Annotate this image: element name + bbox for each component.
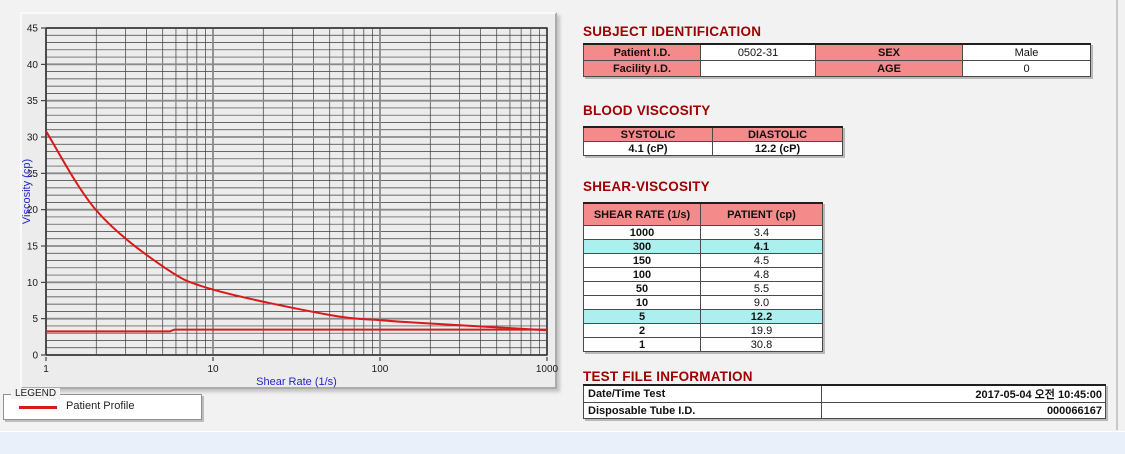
patient-viscosity-cell: 4.1 [700, 239, 823, 254]
shear-rate-cell: 1000 [583, 225, 701, 240]
systolic-header: SYSTOLIC [583, 126, 713, 142]
facility-id-label: Facility I.D. [583, 60, 701, 77]
svg-text:25: 25 [27, 169, 39, 180]
svg-text:0: 0 [32, 351, 38, 362]
svg-text:5: 5 [32, 314, 38, 325]
table-row: 4.1 (cP) 12.2 (cP) [583, 141, 843, 156]
table-row: 150 4.5 [583, 253, 823, 268]
shear-rate-cell: 2 [583, 323, 701, 338]
patient-viscosity-cell: 4.8 [700, 267, 823, 282]
shear-rate-header: SHEAR RATE (1/s) [583, 202, 701, 226]
svg-text:Viscosity (cp): Viscosity (cp) [21, 159, 33, 224]
patient-cp-header: PATIENT (cp) [700, 202, 823, 226]
table-row: 2 19.9 [583, 323, 823, 338]
shear-rate-cell: 300 [583, 239, 701, 254]
date-time-test-value: 2017-05-04 오전 10:45:00 [821, 384, 1106, 403]
sex-label: SEX [815, 43, 963, 61]
table-row: 1 30.8 [583, 337, 823, 352]
sex-value: Male [962, 43, 1091, 61]
date-time-test-label: Date/Time Test [583, 384, 822, 403]
table-row: 5 12.2 [583, 309, 823, 324]
legend-entry-label: Patient Profile [66, 400, 135, 412]
patient-viscosity-cell: 19.9 [700, 323, 823, 338]
svg-text:10: 10 [27, 278, 39, 289]
svg-text:10: 10 [207, 364, 219, 375]
table-header-row: SHEAR RATE (1/s) PATIENT (cp) [583, 202, 823, 226]
test-file-information-table: Date/Time Test 2017-05-04 오전 10:45:00 Di… [583, 384, 1106, 419]
patient-viscosity-cell: 12.2 [700, 309, 823, 324]
legend-title: LEGEND [11, 388, 61, 399]
test-file-information-title: TEST FILE INFORMATION [583, 369, 753, 384]
svg-text:Shear Rate (1/s): Shear Rate (1/s) [256, 376, 337, 388]
table-row: Date/Time Test 2017-05-04 오전 10:45:00 [583, 384, 1106, 403]
legend-line-sample [19, 406, 57, 409]
svg-text:1000: 1000 [536, 364, 559, 375]
svg-text:35: 35 [27, 96, 39, 107]
shear-rate-cell: 10 [583, 295, 701, 310]
svg-text:1: 1 [43, 364, 49, 375]
blood-viscosity-title: BLOOD VISCOSITY [583, 103, 711, 118]
systolic-value: 4.1 (cP) [583, 141, 713, 156]
svg-text:100: 100 [372, 364, 389, 375]
subject-identification-title: SUBJECT IDENTIFICATION [583, 24, 762, 39]
panel-divider [1116, 0, 1118, 430]
chart-legend: LEGEND Patient Profile [3, 388, 202, 420]
shear-viscosity-table: SHEAR RATE (1/s) PATIENT (cp) 1000 3.4 3… [583, 202, 823, 352]
shear-rate-cell: 150 [583, 253, 701, 268]
subject-identification-table: Patient I.D. 0502-31 SEX Male Facility I… [583, 43, 1091, 77]
svg-text:15: 15 [27, 242, 39, 253]
table-row: 50 5.5 [583, 281, 823, 296]
table-row: 100 4.8 [583, 267, 823, 282]
table-row: Disposable Tube I.D. 000066167 [583, 402, 1106, 419]
patient-id-value: 0502-31 [700, 43, 816, 61]
patient-id-label: Patient I.D. [583, 43, 701, 61]
table-row: Patient I.D. 0502-31 SEX Male [583, 43, 1091, 61]
viscosity-chart: 0 5 10 15 20 25 30 35 40 45 1 10 100 1000 Shear Rate (… [21, 24, 559, 389]
age-label: AGE [815, 60, 963, 77]
patient-viscosity-cell: 4.5 [700, 253, 823, 268]
table-row: Facility I.D. AGE 0 [583, 60, 1091, 77]
facility-id-value [700, 60, 816, 77]
shear-viscosity-title: SHEAR-VISCOSITY [583, 179, 710, 194]
disposable-tube-id-label: Disposable Tube I.D. [583, 402, 822, 419]
shear-rate-cell: 5 [583, 309, 701, 324]
age-value: 0 [962, 60, 1091, 77]
diastolic-value: 12.2 (cP) [712, 141, 843, 156]
shear-rate-cell: 100 [583, 267, 701, 282]
shear-rate-cell: 50 [583, 281, 701, 296]
svg-text:45: 45 [27, 24, 39, 35]
table-row: 1000 3.4 [583, 225, 823, 240]
table-row: 300 4.1 [583, 239, 823, 254]
shear-rate-cell: 1 [583, 337, 701, 352]
bottom-strip [0, 431, 1125, 454]
blood-viscosity-table: SYSTOLIC DIASTOLIC 4.1 (cP) 12.2 (cP) [583, 126, 843, 156]
svg-text:30: 30 [27, 133, 39, 144]
table-row: 10 9.0 [583, 295, 823, 310]
svg-text:20: 20 [27, 205, 39, 216]
svg-text:40: 40 [27, 60, 39, 71]
patient-viscosity-cell: 5.5 [700, 281, 823, 296]
patient-viscosity-cell: 3.4 [700, 225, 823, 240]
patient-viscosity-cell: 9.0 [700, 295, 823, 310]
disposable-tube-id-value: 000066167 [821, 402, 1106, 419]
patient-viscosity-cell: 30.8 [700, 337, 823, 352]
table-row: SYSTOLIC DIASTOLIC [583, 126, 843, 142]
viscosity-chart-panel: 0 5 10 15 20 25 30 35 40 45 1 10 100 1000 Shear Rate (… [20, 12, 559, 389]
diastolic-header: DIASTOLIC [712, 126, 843, 142]
